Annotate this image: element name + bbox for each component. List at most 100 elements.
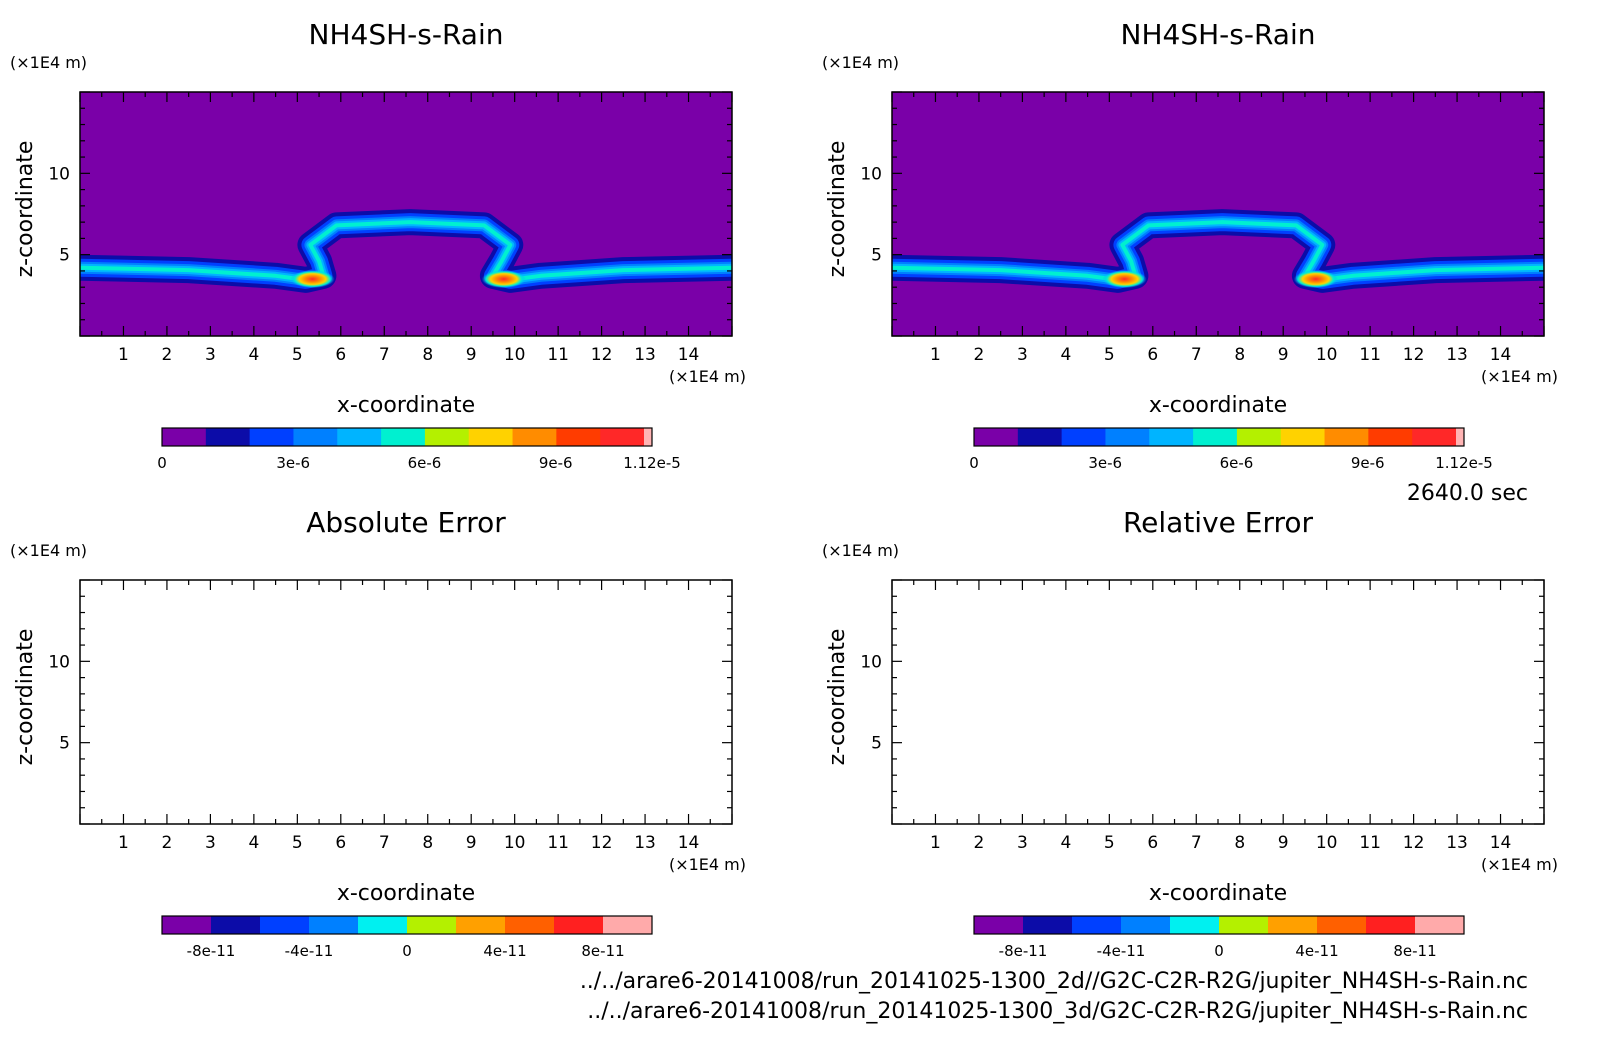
colorbar-segment: [1170, 916, 1220, 934]
y-unit-label: (×1E4 m): [10, 53, 87, 72]
x-tick-label: 14: [1490, 833, 1512, 853]
colorbar-segment: [1317, 916, 1367, 934]
colorbar-tick-label: 1.12e-5: [623, 454, 681, 472]
colorbar-segment: [1149, 428, 1194, 446]
colorbar-segment: [381, 428, 426, 446]
x-tick-label: 9: [1278, 833, 1289, 853]
colorbar-tick-label: 0: [402, 942, 412, 960]
y-unit-label: (×1E4 m): [10, 541, 87, 560]
colorbar-segment: [293, 428, 338, 446]
x-tick-label: 2: [162, 345, 173, 365]
colorbar-tick-label: -8e-11: [999, 942, 1048, 960]
colorbar-segment: [1415, 916, 1465, 934]
colorbar-tick-label: 9e-6: [1351, 454, 1385, 472]
colorbar-tick-label: 6e-6: [1220, 454, 1254, 472]
x-tick-label: 1: [118, 345, 129, 365]
footer-file-1: ../../arare6-20141008/run_20141025-1300_…: [580, 969, 1528, 994]
colorbar-segment: [1219, 916, 1269, 934]
colorbar-segment: [974, 916, 1024, 934]
x-unit-label: (×1E4 m): [669, 855, 746, 874]
x-tick-label: 5: [292, 345, 303, 365]
y-axis-label: z-coordinate: [825, 141, 850, 278]
rain-peak-2: [481, 270, 526, 289]
colorbar-segment: [974, 428, 1019, 446]
rain-layer: [892, 209, 1544, 293]
x-axis-label: x-coordinate: [337, 881, 475, 906]
colorbar-frame: [161, 427, 653, 447]
rain-peak-1: [1102, 270, 1147, 289]
rain-peak-2: [1293, 270, 1338, 289]
x-tick-label: 11: [547, 345, 569, 365]
x-tick-label: 11: [1359, 833, 1381, 853]
colorbar-segment: [1072, 916, 1122, 934]
x-tick-label: 12: [591, 345, 613, 365]
colorbar-tick-label: 8e-11: [1393, 942, 1436, 960]
x-tick-label: 10: [1316, 833, 1338, 853]
colorbar-segment: [556, 428, 601, 446]
x-tick-label: 2: [974, 833, 985, 853]
x-tick-label: 13: [634, 345, 656, 365]
colorbar-frame: [973, 427, 1465, 447]
x-tick-label: 10: [504, 833, 526, 853]
colorbar-tick-label: 3e-6: [276, 454, 310, 472]
colorbar-tick-label: 3e-6: [1088, 454, 1122, 472]
colorbar-segment: [1456, 428, 1464, 446]
colorbar: 0 3e-6 6e-6 9e-6 1.12e-5: [157, 427, 681, 472]
x-axis-label: x-coordinate: [1149, 393, 1287, 418]
x-axis-label: x-coordinate: [337, 393, 475, 418]
y-tick-label: 5: [871, 246, 882, 266]
x-tick-label: 13: [1446, 833, 1468, 853]
x-tick-label: 9: [466, 345, 477, 365]
colorbar-segment: [468, 428, 514, 446]
colorbar-tick-label: 6e-6: [408, 454, 442, 472]
colorbar-segment: [358, 916, 408, 934]
x-tick-label: 1: [930, 345, 941, 365]
x-tick-label: 6: [335, 833, 346, 853]
x-tick-label: 12: [591, 833, 613, 853]
colorbar-tick-label: -4e-11: [1097, 942, 1146, 960]
x-tick-label: 5: [292, 833, 303, 853]
y-axis-label: z-coordinate: [13, 629, 38, 766]
x-tick-label: 14: [678, 833, 700, 853]
colorbar-segment: [1368, 428, 1413, 446]
colorbar-segment: [1193, 428, 1238, 446]
colorbar-segment: [309, 916, 359, 934]
x-tick-label: 7: [379, 833, 390, 853]
y-tick-label: 10: [48, 652, 70, 672]
x-tick-label: 3: [205, 833, 216, 853]
colorbar-tick-label: 0: [1214, 942, 1224, 960]
colorbar-segment: [512, 428, 557, 446]
x-tick-label: 3: [1017, 345, 1028, 365]
colorbar-segment: [337, 428, 382, 446]
x-unit-label: (×1E4 m): [1481, 855, 1558, 874]
y-tick-label: 10: [860, 652, 882, 672]
x-tick-label: 9: [466, 833, 477, 853]
x-tick-label: 4: [1060, 345, 1071, 365]
chart-panel-4: Relative Error(×1E4 m)1 2 3 4 5 6 7 8 9 10 11 12 13 1…: [822, 506, 1558, 960]
y-tick-label: 10: [860, 164, 882, 184]
x-tick-label: 2: [162, 833, 173, 853]
chart-panel-2: NH4SH-s-Rain(×1E4 m)1 2 3 4 5 6 7 8 9 10 11 12 13 145…: [822, 18, 1558, 472]
x-tick-label: 5: [1104, 345, 1115, 365]
x-tick-label: 9: [1278, 345, 1289, 365]
colorbar-tick-label: 1.12e-5: [1435, 454, 1493, 472]
colorbar-tick-label: 8e-11: [581, 942, 624, 960]
colorbar-frame: [161, 915, 653, 935]
colorbar-frame: [973, 915, 1465, 935]
y-axis-label: z-coordinate: [825, 629, 850, 766]
colorbar-segment: [456, 916, 506, 934]
colorbar-segment: [1280, 428, 1326, 446]
x-unit-label: (×1E4 m): [669, 367, 746, 386]
colorbar-segment: [424, 428, 470, 446]
x-tick-label: 11: [1359, 345, 1381, 365]
y-unit-label: (×1E4 m): [822, 53, 899, 72]
x-tick-label: 14: [1490, 345, 1512, 365]
colorbar-tick-label: -4e-11: [285, 942, 334, 960]
colorbar-segment: [600, 428, 645, 446]
rain-layer: [80, 209, 732, 293]
x-tick-label: 8: [422, 345, 433, 365]
y-axis-label: z-coordinate: [13, 141, 38, 278]
x-axis-label: x-coordinate: [1149, 881, 1287, 906]
colorbar-segment: [211, 916, 261, 934]
x-unit-label: (×1E4 m): [1481, 367, 1558, 386]
